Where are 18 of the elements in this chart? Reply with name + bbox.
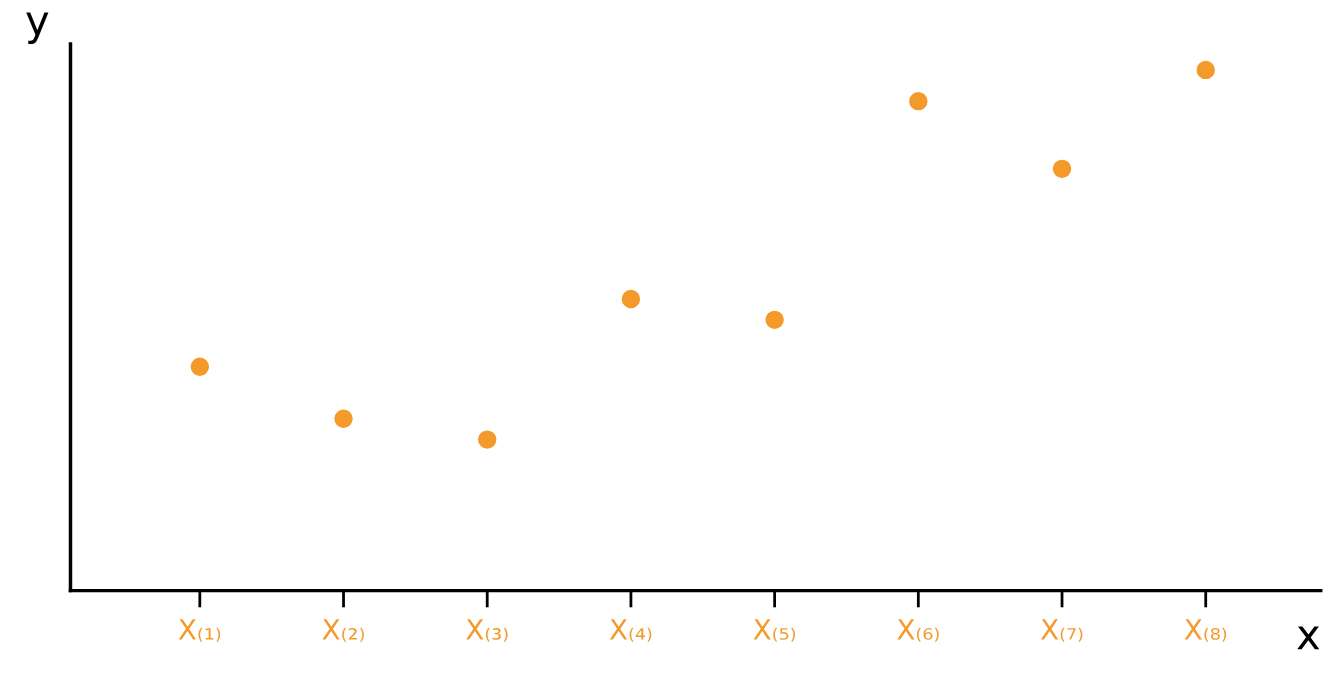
point <box>765 310 784 330</box>
x-tick-label: X₍₅₎ <box>753 619 796 642</box>
x-tick-label: X₍₈₎ <box>1184 619 1227 642</box>
x-tick-label: X₍₆₎ <box>897 619 939 642</box>
x-tick-label: X₍₃₎ <box>466 619 508 642</box>
point <box>621 289 641 309</box>
x-tick-label: X₍₄₎ <box>609 619 652 642</box>
point <box>334 409 353 428</box>
x-tick-label: X₍₇₎ <box>1040 619 1083 642</box>
y-axis-title: y <box>26 12 49 44</box>
point <box>478 430 497 449</box>
x-axis-title: x <box>1297 626 1320 650</box>
point <box>1196 60 1215 80</box>
x-tick-label: X₍₂₎ <box>322 619 364 642</box>
point <box>190 357 210 376</box>
point <box>909 91 928 111</box>
x-tick-label: X₍₁₎ <box>178 619 221 642</box>
point <box>1052 159 1072 179</box>
